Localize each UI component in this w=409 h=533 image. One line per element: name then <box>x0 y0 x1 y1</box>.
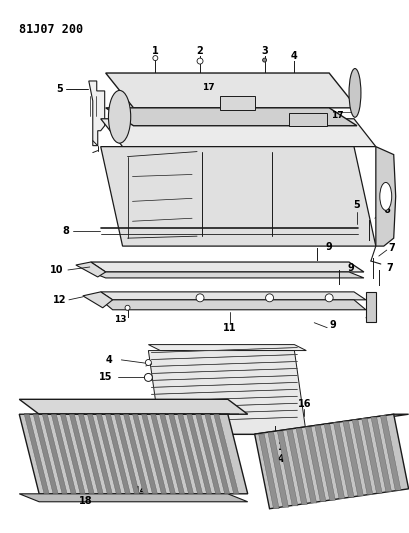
Polygon shape <box>177 414 202 494</box>
Polygon shape <box>83 292 112 308</box>
Polygon shape <box>19 414 247 494</box>
Polygon shape <box>276 431 297 506</box>
Polygon shape <box>267 433 288 507</box>
Polygon shape <box>254 414 408 434</box>
Text: 13: 13 <box>114 315 126 324</box>
Polygon shape <box>69 414 94 494</box>
Polygon shape <box>148 345 306 351</box>
Text: 12: 12 <box>52 295 66 305</box>
Polygon shape <box>219 96 254 110</box>
Text: 1: 1 <box>277 442 283 452</box>
Polygon shape <box>342 421 362 496</box>
Polygon shape <box>370 417 391 491</box>
Text: 2: 2 <box>196 46 203 56</box>
Polygon shape <box>90 272 363 278</box>
Polygon shape <box>380 416 400 490</box>
Polygon shape <box>196 414 220 494</box>
Polygon shape <box>365 292 375 322</box>
Polygon shape <box>24 414 49 494</box>
Polygon shape <box>105 414 130 494</box>
Circle shape <box>197 58 202 64</box>
Polygon shape <box>204 414 229 494</box>
Polygon shape <box>123 414 148 494</box>
Polygon shape <box>106 108 356 126</box>
Text: 9: 9 <box>328 320 335 330</box>
Ellipse shape <box>348 69 360 117</box>
Polygon shape <box>148 351 306 434</box>
Polygon shape <box>19 494 247 502</box>
Polygon shape <box>361 418 381 493</box>
Polygon shape <box>351 420 372 495</box>
Text: 10: 10 <box>49 265 63 275</box>
Polygon shape <box>101 292 365 300</box>
Text: 17: 17 <box>330 111 343 120</box>
Polygon shape <box>295 429 316 503</box>
Text: 16: 16 <box>297 399 310 409</box>
Polygon shape <box>213 414 238 494</box>
Text: 15: 15 <box>99 373 112 382</box>
Polygon shape <box>375 147 395 246</box>
Ellipse shape <box>108 91 130 143</box>
Text: 4: 4 <box>277 454 283 464</box>
Polygon shape <box>87 414 112 494</box>
Text: 14: 14 <box>133 486 147 496</box>
Text: 7: 7 <box>388 243 395 253</box>
Circle shape <box>125 305 130 310</box>
Text: 9: 9 <box>324 242 331 252</box>
Polygon shape <box>159 414 184 494</box>
Polygon shape <box>286 430 306 504</box>
Text: 81J07 200: 81J07 200 <box>19 23 83 36</box>
Polygon shape <box>141 414 166 494</box>
Circle shape <box>262 58 266 62</box>
Polygon shape <box>106 73 356 108</box>
Text: 8: 8 <box>62 226 69 236</box>
Polygon shape <box>96 414 121 494</box>
Polygon shape <box>101 147 375 246</box>
Polygon shape <box>90 262 363 272</box>
Polygon shape <box>101 119 375 147</box>
Polygon shape <box>187 414 211 494</box>
Polygon shape <box>114 414 139 494</box>
Polygon shape <box>89 81 104 146</box>
Polygon shape <box>78 414 103 494</box>
Circle shape <box>324 294 333 302</box>
Polygon shape <box>324 424 344 499</box>
Text: 7: 7 <box>386 263 393 273</box>
Polygon shape <box>305 427 325 502</box>
Polygon shape <box>333 423 353 497</box>
Polygon shape <box>42 414 67 494</box>
Circle shape <box>196 294 204 302</box>
Polygon shape <box>60 414 85 494</box>
Circle shape <box>265 294 273 302</box>
Text: 17: 17 <box>202 84 214 92</box>
Polygon shape <box>101 300 365 310</box>
Text: 3: 3 <box>261 46 267 56</box>
Text: 1: 1 <box>152 46 158 56</box>
Text: 6: 6 <box>383 205 390 215</box>
Polygon shape <box>76 262 106 277</box>
Polygon shape <box>132 414 157 494</box>
Polygon shape <box>289 113 326 126</box>
Text: 5: 5 <box>56 84 63 94</box>
Text: 5: 5 <box>353 200 360 211</box>
Polygon shape <box>254 414 408 508</box>
Text: 4: 4 <box>106 354 112 365</box>
Polygon shape <box>19 399 247 414</box>
Polygon shape <box>150 414 175 494</box>
Circle shape <box>145 360 151 366</box>
Text: 18: 18 <box>79 496 92 506</box>
Polygon shape <box>258 434 279 508</box>
Polygon shape <box>314 425 335 500</box>
Text: 11: 11 <box>222 322 236 333</box>
Ellipse shape <box>379 182 391 211</box>
Circle shape <box>153 55 157 61</box>
Circle shape <box>144 374 152 382</box>
Text: 9: 9 <box>346 263 353 273</box>
Polygon shape <box>33 414 58 494</box>
Polygon shape <box>168 414 193 494</box>
Polygon shape <box>51 414 76 494</box>
Text: 4: 4 <box>290 51 297 61</box>
